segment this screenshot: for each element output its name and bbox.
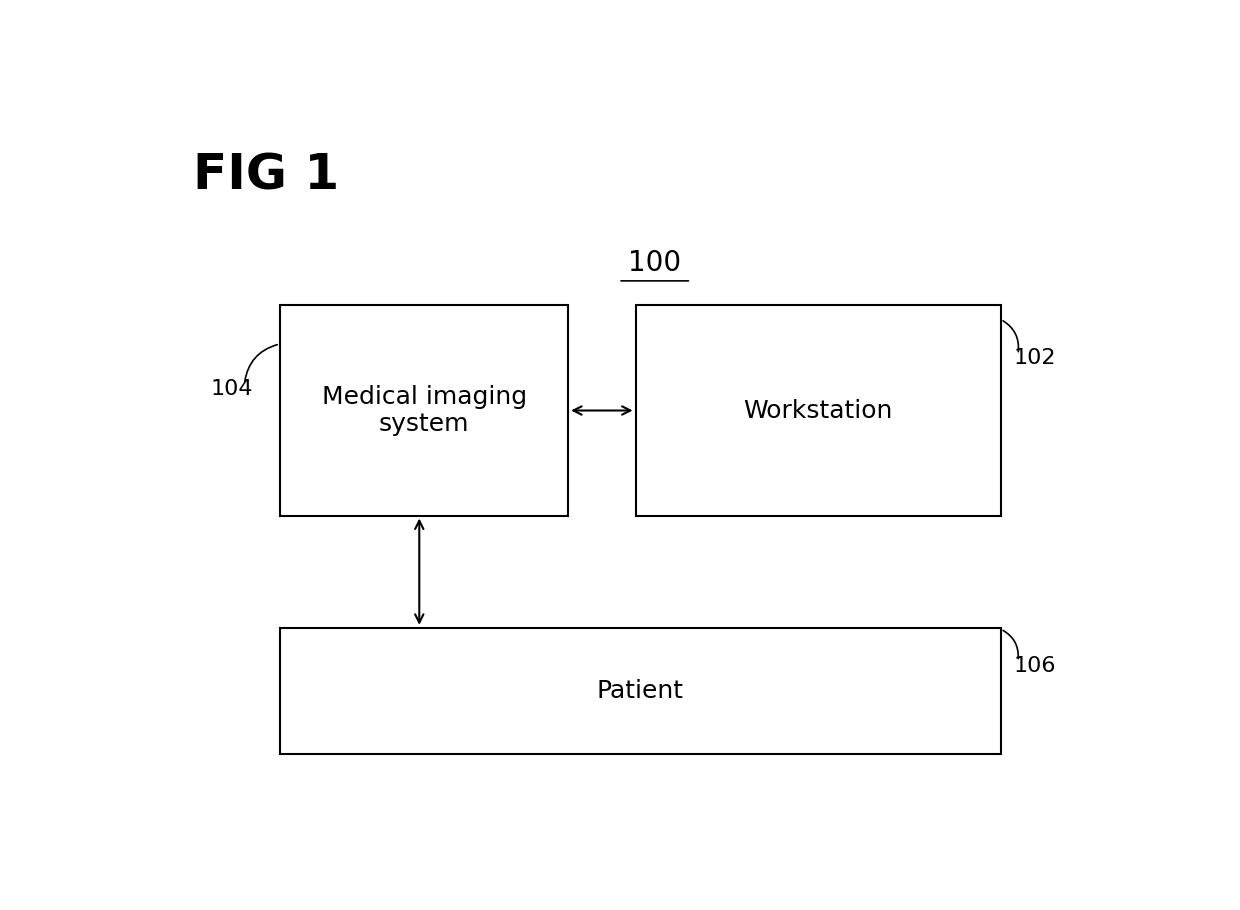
Text: 106: 106 <box>1013 656 1055 676</box>
FancyBboxPatch shape <box>280 628 1001 753</box>
Text: Patient: Patient <box>596 679 683 703</box>
FancyBboxPatch shape <box>635 306 1001 516</box>
FancyBboxPatch shape <box>280 306 568 516</box>
Text: FIG 1: FIG 1 <box>193 151 340 199</box>
Text: Workstation: Workstation <box>744 399 893 422</box>
Text: Medical imaging
system: Medical imaging system <box>321 385 527 437</box>
Text: 104: 104 <box>211 379 253 399</box>
Text: 102: 102 <box>1013 348 1055 368</box>
Text: 100: 100 <box>629 249 681 278</box>
